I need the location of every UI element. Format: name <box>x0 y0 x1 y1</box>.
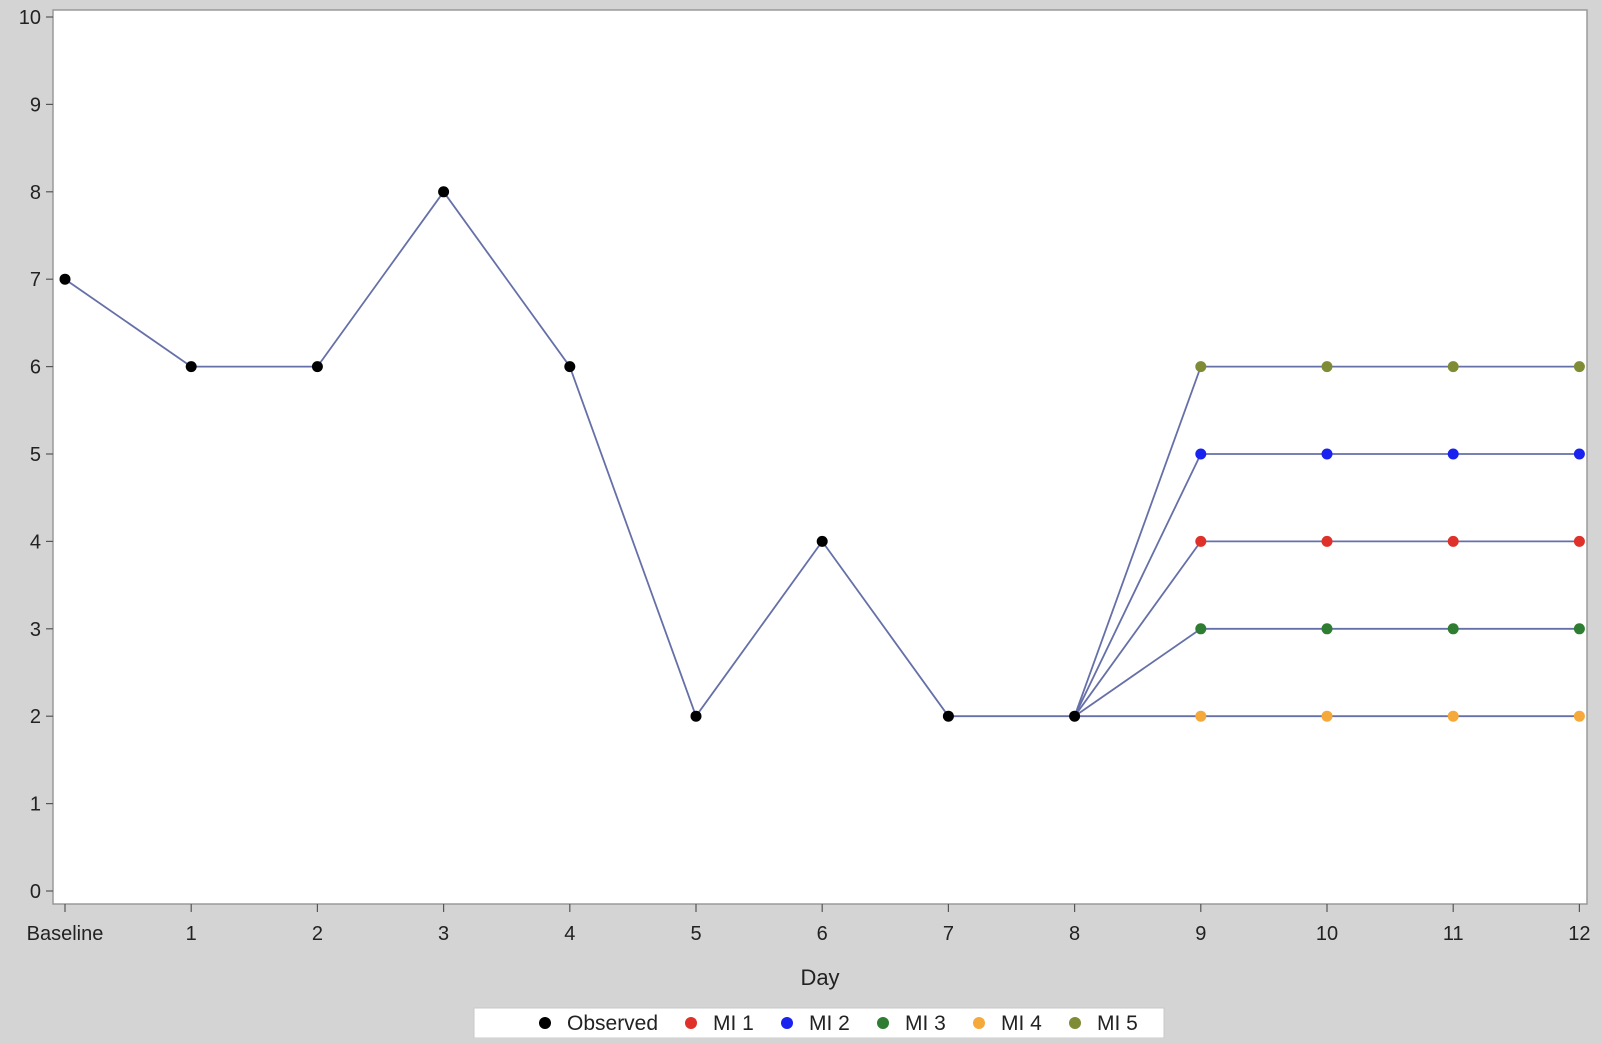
y-tick-label: 1 <box>30 794 41 816</box>
data-point-observed <box>438 186 450 198</box>
y-tick-label: 3 <box>30 619 41 641</box>
data-point-mi-5 <box>1447 361 1459 373</box>
data-point-mi-3 <box>1573 623 1585 635</box>
legend-marker-observed <box>539 1017 551 1029</box>
y-tick-label: 6 <box>30 357 41 379</box>
x-tick-label: 7 <box>943 923 954 945</box>
y-tick-label: 4 <box>30 531 41 553</box>
x-tick-label: 9 <box>1195 923 1206 945</box>
data-point-mi-1 <box>1321 535 1333 547</box>
data-point-mi-1 <box>1573 535 1585 547</box>
legend-label-mi-3: MI 3 <box>905 1012 946 1035</box>
legend-marker-mi-1 <box>685 1017 697 1029</box>
data-point-mi-5 <box>1195 361 1207 373</box>
data-point-observed <box>816 535 828 547</box>
data-point-observed <box>185 361 197 373</box>
data-point-mi-2 <box>1447 448 1459 460</box>
legend-label-mi-4: MI 4 <box>1001 1012 1042 1035</box>
x-axis-title: Day <box>800 965 839 990</box>
data-point-mi-4 <box>1321 710 1333 722</box>
x-tick-label: 6 <box>817 923 828 945</box>
y-tick-label: 7 <box>30 269 41 291</box>
y-tick-label: 0 <box>30 881 41 903</box>
y-tick-label: 2 <box>30 706 41 728</box>
data-point-mi-2 <box>1321 448 1333 460</box>
legend-box <box>473 1007 1165 1039</box>
x-tick-label: 5 <box>690 923 701 945</box>
series-points <box>59 186 1585 722</box>
data-point-mi-2 <box>1573 448 1585 460</box>
x-axis: Baseline 1 2 3 4 5 6 7 8 9 10 11 12 <box>27 904 1591 945</box>
data-point-mi-1 <box>1195 535 1207 547</box>
x-tick-label: 10 <box>1316 923 1338 945</box>
y-tick-label: 10 <box>19 7 41 29</box>
data-point-observed <box>564 361 576 373</box>
data-point-mi-3 <box>1195 623 1207 635</box>
legend: Observed MI 1 MI 2 MI 3 MI 4 MI 5 <box>473 1007 1165 1039</box>
y-axis: 0 1 2 3 4 5 6 7 8 9 10 <box>19 7 53 903</box>
y-tick-label: 5 <box>30 444 41 466</box>
x-tick-label: 12 <box>1568 923 1590 945</box>
data-point-observed <box>311 361 323 373</box>
legend-marker-mi-4 <box>973 1017 985 1029</box>
data-point-mi-5 <box>1573 361 1585 373</box>
plot-area <box>52 9 1588 905</box>
data-point-observed <box>59 273 71 285</box>
data-point-mi-5 <box>1321 361 1333 373</box>
data-point-mi-4 <box>1573 710 1585 722</box>
x-tick-label: 4 <box>564 923 575 945</box>
x-tick-label: 3 <box>438 923 449 945</box>
legend-label-observed: Observed <box>567 1012 658 1035</box>
data-point-mi-4 <box>1447 710 1459 722</box>
legend-label-mi-1: MI 1 <box>713 1012 754 1035</box>
x-tick-label: 8 <box>1069 923 1080 945</box>
x-tick-label: 2 <box>312 923 323 945</box>
x-tick-label: 11 <box>1443 923 1464 945</box>
data-point-mi-4 <box>1195 710 1207 722</box>
legend-marker-mi-2 <box>781 1017 793 1029</box>
legend-marker-mi-3 <box>877 1017 889 1029</box>
data-point-observed <box>690 710 702 722</box>
legend-marker-mi-5 <box>1069 1017 1081 1029</box>
data-point-mi-2 <box>1195 448 1207 460</box>
data-point-observed <box>1069 710 1081 722</box>
x-tick-label: 1 <box>186 923 197 945</box>
data-point-observed <box>942 710 954 722</box>
y-tick-label: 8 <box>30 182 41 204</box>
legend-label-mi-5: MI 5 <box>1097 1012 1138 1035</box>
data-point-mi-3 <box>1321 623 1333 635</box>
legend-label-mi-2: MI 2 <box>809 1012 850 1035</box>
x-tick-label: Baseline <box>27 923 104 945</box>
data-point-mi-1 <box>1447 535 1459 547</box>
y-tick-label: 9 <box>30 94 41 116</box>
data-point-mi-3 <box>1447 623 1459 635</box>
